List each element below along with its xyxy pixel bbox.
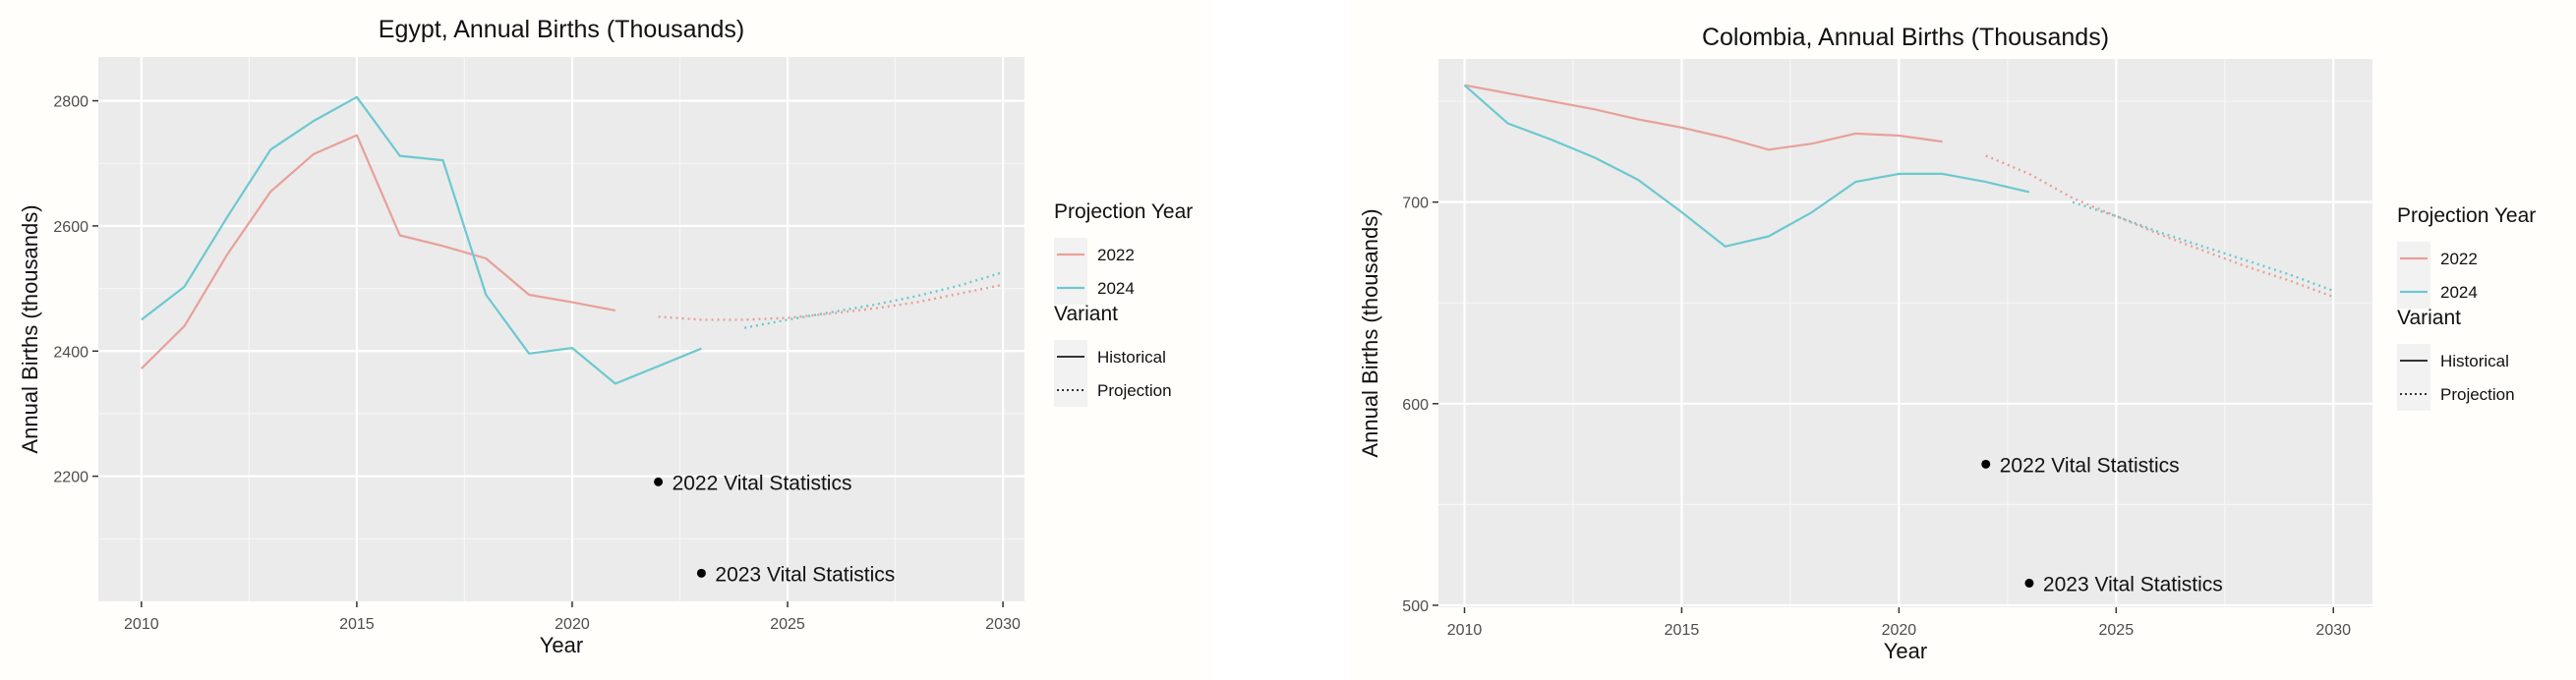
x-tick-label: 2025 [770,616,805,633]
legend-label-2022: 2022 [2440,250,2478,268]
x-tick-label: 2030 [985,616,1021,633]
y-tick-label: 700 [1402,196,1429,212]
legend-title-projection-year: Projection Year [1054,200,1193,223]
series-line-2024-projection [743,270,1004,329]
colombia-chart-panel: 2010 2015 2020 2025 2030 500 600 700 2022 Vital … [1347,0,2576,680]
egypt-chart-panel: 2010 2015 2020 2025 2030 2200 2400 2600 2800 2022… [0,0,1214,680]
legend-label-2024: 2024 [2440,283,2478,302]
x-axis-title: Year [1884,639,1927,663]
y-tick-label: 2200 [53,470,88,486]
vital-statistics-label: 2023 Vital Statistics [715,563,895,586]
legend-label-2022: 2022 [1097,246,1135,264]
x-tick-label: 2025 [2099,622,2135,639]
y-tick-label: 2600 [53,219,88,236]
chart-title: Colombia, Annual Births (Thousands) [1702,24,2109,51]
vital-statistics-label: 2022 Vital Statistics [673,472,852,494]
series-line-2022-historical [141,134,616,369]
vital-statistics-point [2024,578,2034,588]
y-tick-label: 500 [1402,598,1429,615]
vital-statistics-label: 2023 Vital Statistics [2043,573,2223,595]
legend-label-historical: Historical [1097,348,1166,367]
x-tick-label: 2015 [1665,622,1700,639]
x-tick-label: 2030 [2315,622,2351,639]
x-tick-label: 2015 [339,616,375,633]
egypt-chart: 2010 2015 2020 2025 2030 2200 2400 2600 2800 2022… [18,16,1193,657]
legend-label-projection: Projection [1097,381,1172,400]
x-tick-label: 2020 [555,616,590,633]
vital-statistics-point [1981,459,1991,469]
series-line-2022-projection [1985,154,2334,299]
legend-label-projection: Projection [2440,385,2515,404]
series-line-2024-historical [141,95,702,385]
x-axis-title: Year [540,633,583,657]
x-tick-label: 2020 [1882,622,1917,639]
vital-statistics-label: 2022 Vital Statistics [2000,454,2180,477]
y-axis-title: Annual Births (thousands) [1358,208,1382,457]
legend-title-variant: Variant [1054,303,1118,325]
chart-title: Egypt, Annual Births (Thousands) [379,16,744,43]
legend-title-projection-year: Projection Year [2397,204,2536,227]
series-line-2024-historical [1463,84,2030,248]
series-line-2022-projection [658,283,1004,321]
y-tick-label: 2800 [53,94,88,111]
legend-label-historical: Historical [2440,352,2509,370]
x-tick-label: 2010 [1447,622,1483,639]
y-tick-label: 600 [1402,397,1429,414]
vital-statistics-point [654,477,664,486]
y-axis-title: Annual Births (thousands) [18,204,42,453]
x-tick-label: 2010 [124,616,159,633]
legend-label-2024: 2024 [1097,279,1135,298]
legend-title-variant: Variant [2397,307,2461,329]
vital-statistics-point [696,568,706,578]
colombia-chart: 2010 2015 2020 2025 2030 500 600 700 2022 Vital … [1358,24,2536,663]
y-tick-label: 2400 [53,344,88,361]
series-line-2022-historical [1464,84,1943,151]
plot-background [1438,59,2372,607]
plot-background [98,57,1025,601]
